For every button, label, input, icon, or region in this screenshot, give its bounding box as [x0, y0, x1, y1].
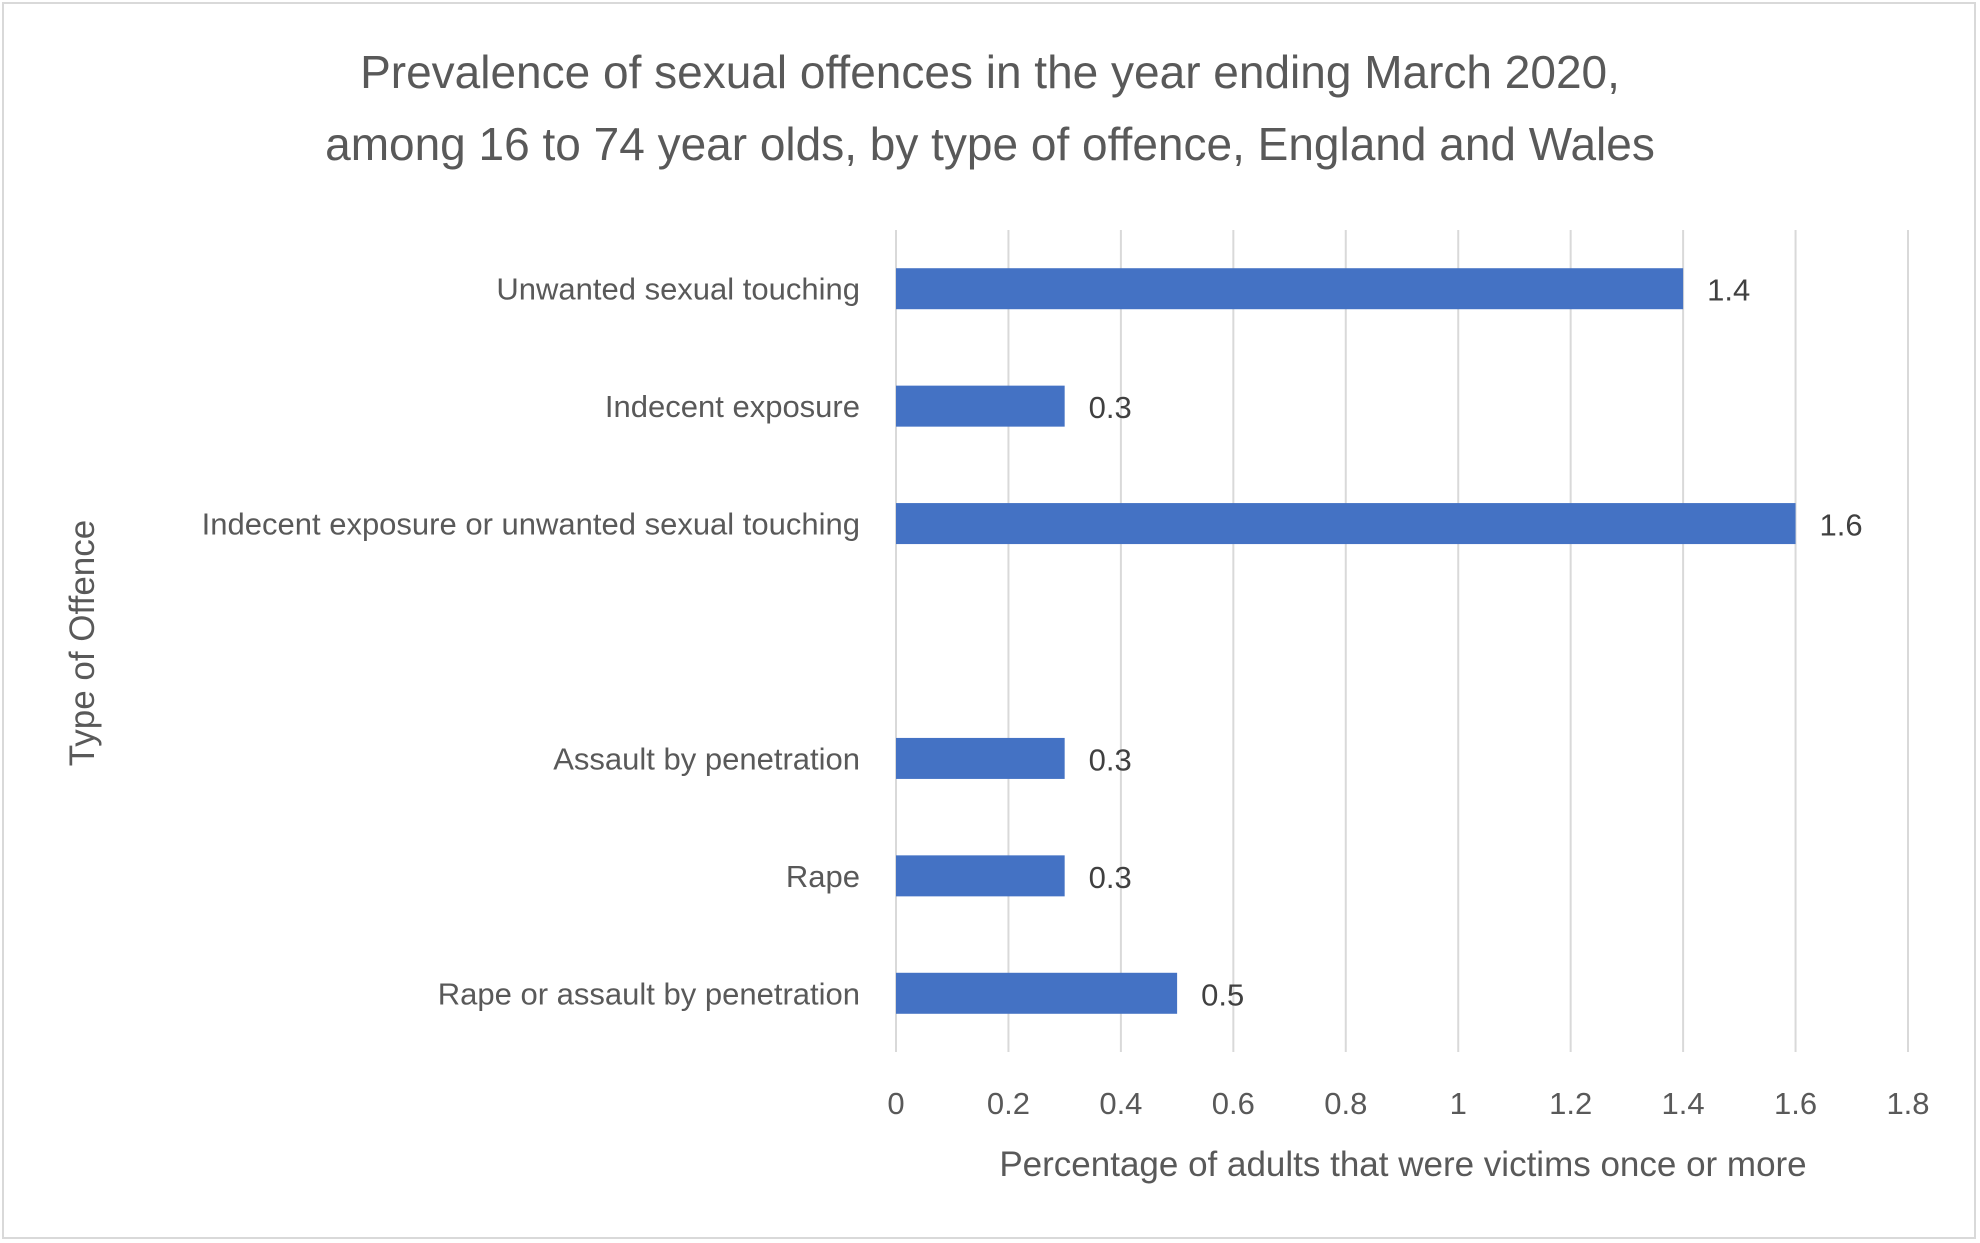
data-label: 0.3 [1089, 742, 1132, 777]
bar [896, 385, 1065, 427]
x-tick-label: 0.8 [1324, 1086, 1367, 1121]
bar [896, 855, 1065, 897]
x-tick-label: 0.6 [1212, 1086, 1255, 1121]
bar [896, 503, 1796, 545]
data-labels: 1.4 0.3 1.6 0.3 0.3 0.5 [1089, 273, 1863, 1013]
chart-title-line-2: among 16 to 74 year olds, by type of off… [325, 118, 1655, 170]
x-tick-label: 1.6 [1774, 1086, 1817, 1121]
x-tick-label: 0.2 [987, 1086, 1030, 1121]
x-tick-label: 1.8 [1886, 1086, 1929, 1121]
bar [896, 972, 1178, 1014]
data-label: 0.3 [1089, 860, 1132, 895]
x-tick-label: 0 [887, 1086, 904, 1121]
data-label: 1.6 [1820, 508, 1863, 543]
bar [896, 737, 1065, 779]
chart-title-line-1: Prevalence of sexual offences in the yea… [360, 46, 1620, 98]
data-label: 0.5 [1201, 977, 1244, 1012]
x-tick-label: 0.4 [1099, 1086, 1142, 1121]
x-axis-title: Percentage of adults that were victims o… [999, 1145, 1806, 1184]
data-label: 1.4 [1707, 273, 1750, 308]
category-label: Unwanted sexual touching [496, 272, 860, 307]
category-label: Rape or assault by penetration [438, 976, 860, 1011]
bars [896, 268, 1796, 1014]
data-label: 0.3 [1089, 390, 1132, 425]
x-axis-ticks: 0 0.2 0.4 0.6 0.8 1 1.2 1.4 1.6 1.8 [887, 1086, 1929, 1121]
bar [896, 268, 1684, 310]
category-labels: Unwanted sexual touching Indecent exposur… [202, 272, 860, 1012]
category-label: Assault by penetration [553, 741, 860, 776]
y-axis-title: Type of Offence [63, 520, 102, 766]
x-tick-label: 1.4 [1662, 1086, 1705, 1121]
chart-title: Prevalence of sexual offences in the yea… [325, 46, 1655, 170]
gridlines [895, 230, 1909, 1052]
category-label: Indecent exposure [605, 389, 860, 424]
category-label: Rape [786, 859, 860, 894]
x-tick-label: 1 [1450, 1086, 1467, 1121]
x-tick-label: 1.2 [1549, 1086, 1592, 1121]
category-label: Indecent exposure or unwanted sexual tou… [202, 507, 860, 542]
